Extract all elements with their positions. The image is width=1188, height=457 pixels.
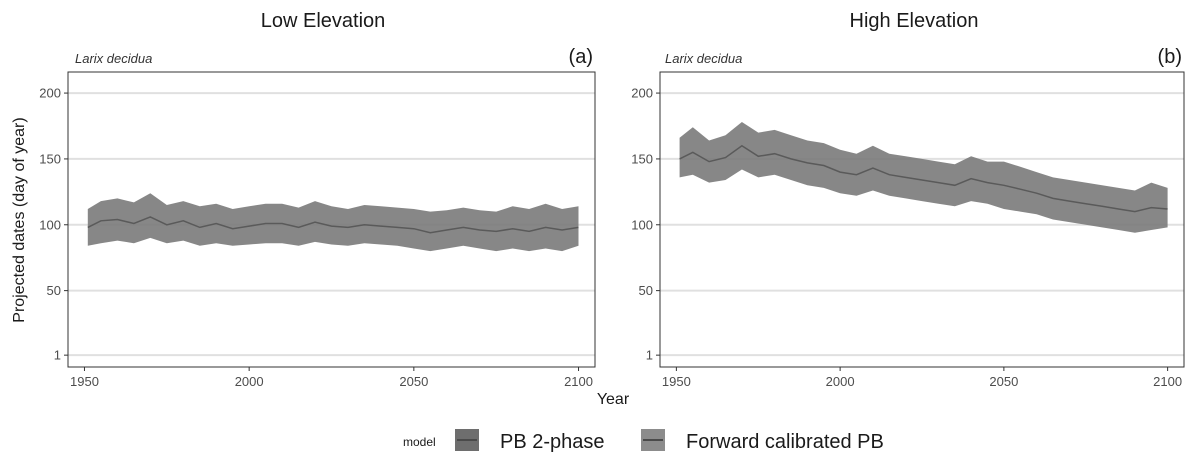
data-band-low-elevation — [87, 193, 579, 252]
x-tick-label-2050: 2050 — [399, 374, 428, 389]
legend-title: model — [403, 435, 436, 449]
y-tick-label-100: 100 — [631, 217, 653, 232]
y-tick-label-200: 200 — [39, 86, 61, 101]
legend-item-pb-2-phase: PB 2-phase — [455, 429, 605, 453]
y-tick-label-150: 150 — [631, 151, 653, 166]
species-annotation-low-elevation: Larix decidua — [75, 51, 152, 66]
projection-line-low-elevation — [87, 216, 579, 234]
x-tick-label-2100: 2100 — [564, 374, 593, 389]
legend-label-forward-calibrated-pb: Forward calibrated PB — [686, 431, 884, 453]
legend-item-forward-calibrated-pb: Forward calibrated PB — [641, 429, 884, 453]
x-tick-label-2050: 2050 — [989, 374, 1018, 389]
facet-title-low-elevation: Low Elevation — [261, 10, 386, 32]
y-tick-label-1: 1 — [54, 348, 61, 363]
x-tick-label-2000: 2000 — [235, 374, 264, 389]
panel-border-low-elevation — [67, 71, 596, 368]
y-tick-label-150: 150 — [39, 151, 61, 166]
x-tick-label-2000: 2000 — [826, 374, 855, 389]
panel-low-elevation: Low Elevation Larix decidua (a) 15010015… — [39, 10, 596, 389]
panel-border-high-elevation — [659, 71, 1185, 368]
x-tick-label-1950: 1950 — [662, 374, 691, 389]
projection-line-high-elevation — [679, 144, 1168, 213]
uncertainty-band-high-elevation — [679, 122, 1168, 233]
y-tick-label-50: 50 — [639, 283, 653, 298]
y-tick-label-100: 100 — [39, 217, 61, 232]
facet-title-high-elevation: High Elevation — [850, 10, 979, 32]
y-tick-label-200: 200 — [631, 86, 653, 101]
legend-label-pb-2-phase: PB 2-phase — [500, 431, 605, 453]
x-axis-ticks-low-elevation: 1950 2000 2050 2100 — [70, 367, 593, 389]
panel-high-elevation: High Elevation Larix decidua (b) 1501001… — [631, 10, 1185, 389]
panel-tag-b: (b) — [1158, 46, 1182, 68]
y-axis-title: Projected dates (day of year) — [11, 117, 28, 322]
species-annotation-high-elevation: Larix decidua — [665, 51, 742, 66]
y-tick-label-1: 1 — [646, 348, 653, 363]
x-tick-label-1950: 1950 — [70, 374, 99, 389]
panel-tag-a: (a) — [569, 46, 593, 68]
y-tick-label-50: 50 — [47, 283, 61, 298]
x-tick-label-2100: 2100 — [1153, 374, 1182, 389]
data-band-high-elevation — [679, 122, 1168, 233]
uncertainty-band-low-elevation — [87, 193, 579, 252]
x-axis-title: Year — [597, 391, 630, 408]
x-axis-ticks-high-elevation: 1950 2000 2050 2100 — [662, 367, 1182, 389]
legend: model PB 2-phase Forward calibrated PB — [403, 429, 884, 453]
